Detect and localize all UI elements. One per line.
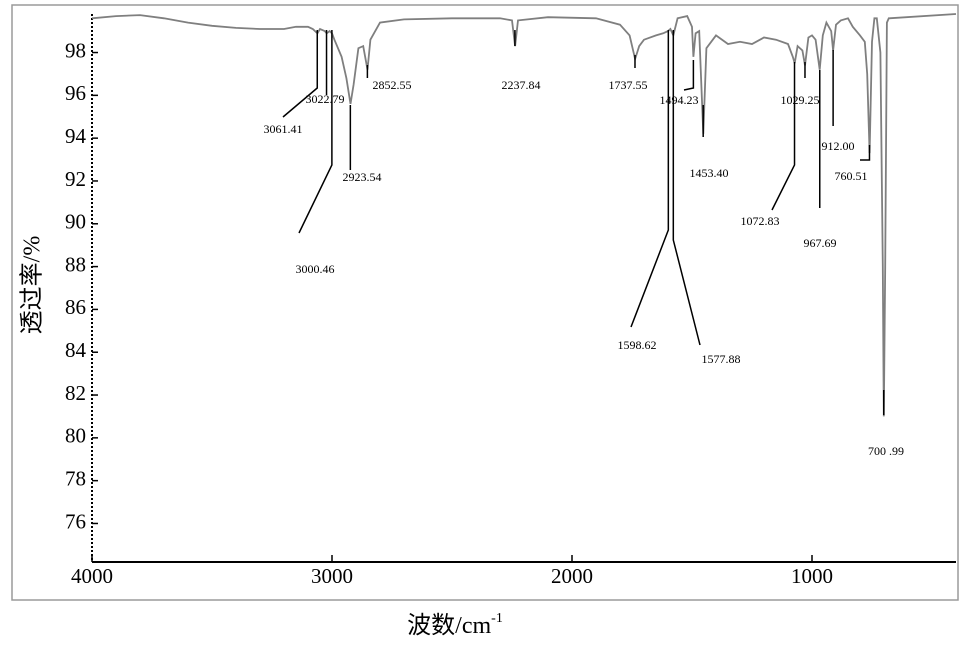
x-label: 波数/cm — [407, 612, 491, 639]
y-tick-label: 86 — [65, 295, 86, 319]
x-label-sup: -1 — [491, 611, 503, 626]
frame — [11, 4, 959, 601]
y-tick-label: 76 — [65, 509, 86, 533]
annotation-label: 1029.25 — [781, 93, 820, 107]
annotation-leader — [282, 30, 319, 118]
annotation-label: 3000.46 — [296, 262, 335, 276]
annotation-label: 760.51 — [835, 169, 868, 183]
y-tick-label: 94 — [65, 124, 87, 148]
spectrum-line — [91, 13, 957, 417]
y-tick-label: 96 — [65, 81, 86, 105]
annotation-label: 2237.84 — [502, 78, 541, 92]
annotation-label: 1494.23 — [660, 93, 699, 107]
y-tick-label: 88 — [65, 252, 86, 276]
annotation-label: 912.00 — [822, 139, 855, 153]
x-axis-title: 波数/cm-1 — [407, 611, 503, 638]
annotation-label: 1453.40 — [690, 166, 729, 180]
annotation-label: 1072.83 — [741, 214, 780, 228]
annotation-label: 1577.88 — [702, 352, 741, 366]
x-tick-label: 3000 — [311, 564, 353, 588]
annotation-label: 700 .99 — [868, 444, 904, 458]
y-tick-label: 82 — [65, 381, 86, 405]
annotation-label: 1598.62 — [618, 338, 657, 352]
annotation-leader — [771, 62, 796, 211]
y-tick-label: 80 — [65, 424, 86, 448]
annotation-leader — [860, 145, 871, 161]
y-tick-label: 98 — [65, 38, 86, 62]
y-tick-label: 78 — [65, 466, 86, 490]
annotation-leader — [630, 30, 670, 328]
annotation-label: 967.69 — [804, 236, 837, 250]
x-tick-label: 2000 — [551, 564, 593, 588]
annotation-leader — [672, 30, 701, 346]
y-axis-title: 透过率/% — [19, 236, 46, 335]
x-tick-label: 1000 — [791, 564, 833, 588]
annotation-label: 3061.41 — [264, 122, 303, 136]
y-tick-label: 92 — [65, 167, 86, 191]
y-tick-label: 90 — [65, 210, 86, 234]
annotation-label: 2852.55 — [373, 78, 412, 92]
annotation-label: 1737.55 — [609, 78, 648, 92]
annotation-leader — [683, 60, 695, 91]
annotation-leader — [298, 30, 333, 234]
annotation-label: 3022.79 — [306, 92, 345, 106]
x-tick-label: 4000 — [71, 564, 113, 588]
annotation-label: 2923.54 — [343, 170, 382, 184]
y-tick-label: 84 — [65, 338, 87, 362]
